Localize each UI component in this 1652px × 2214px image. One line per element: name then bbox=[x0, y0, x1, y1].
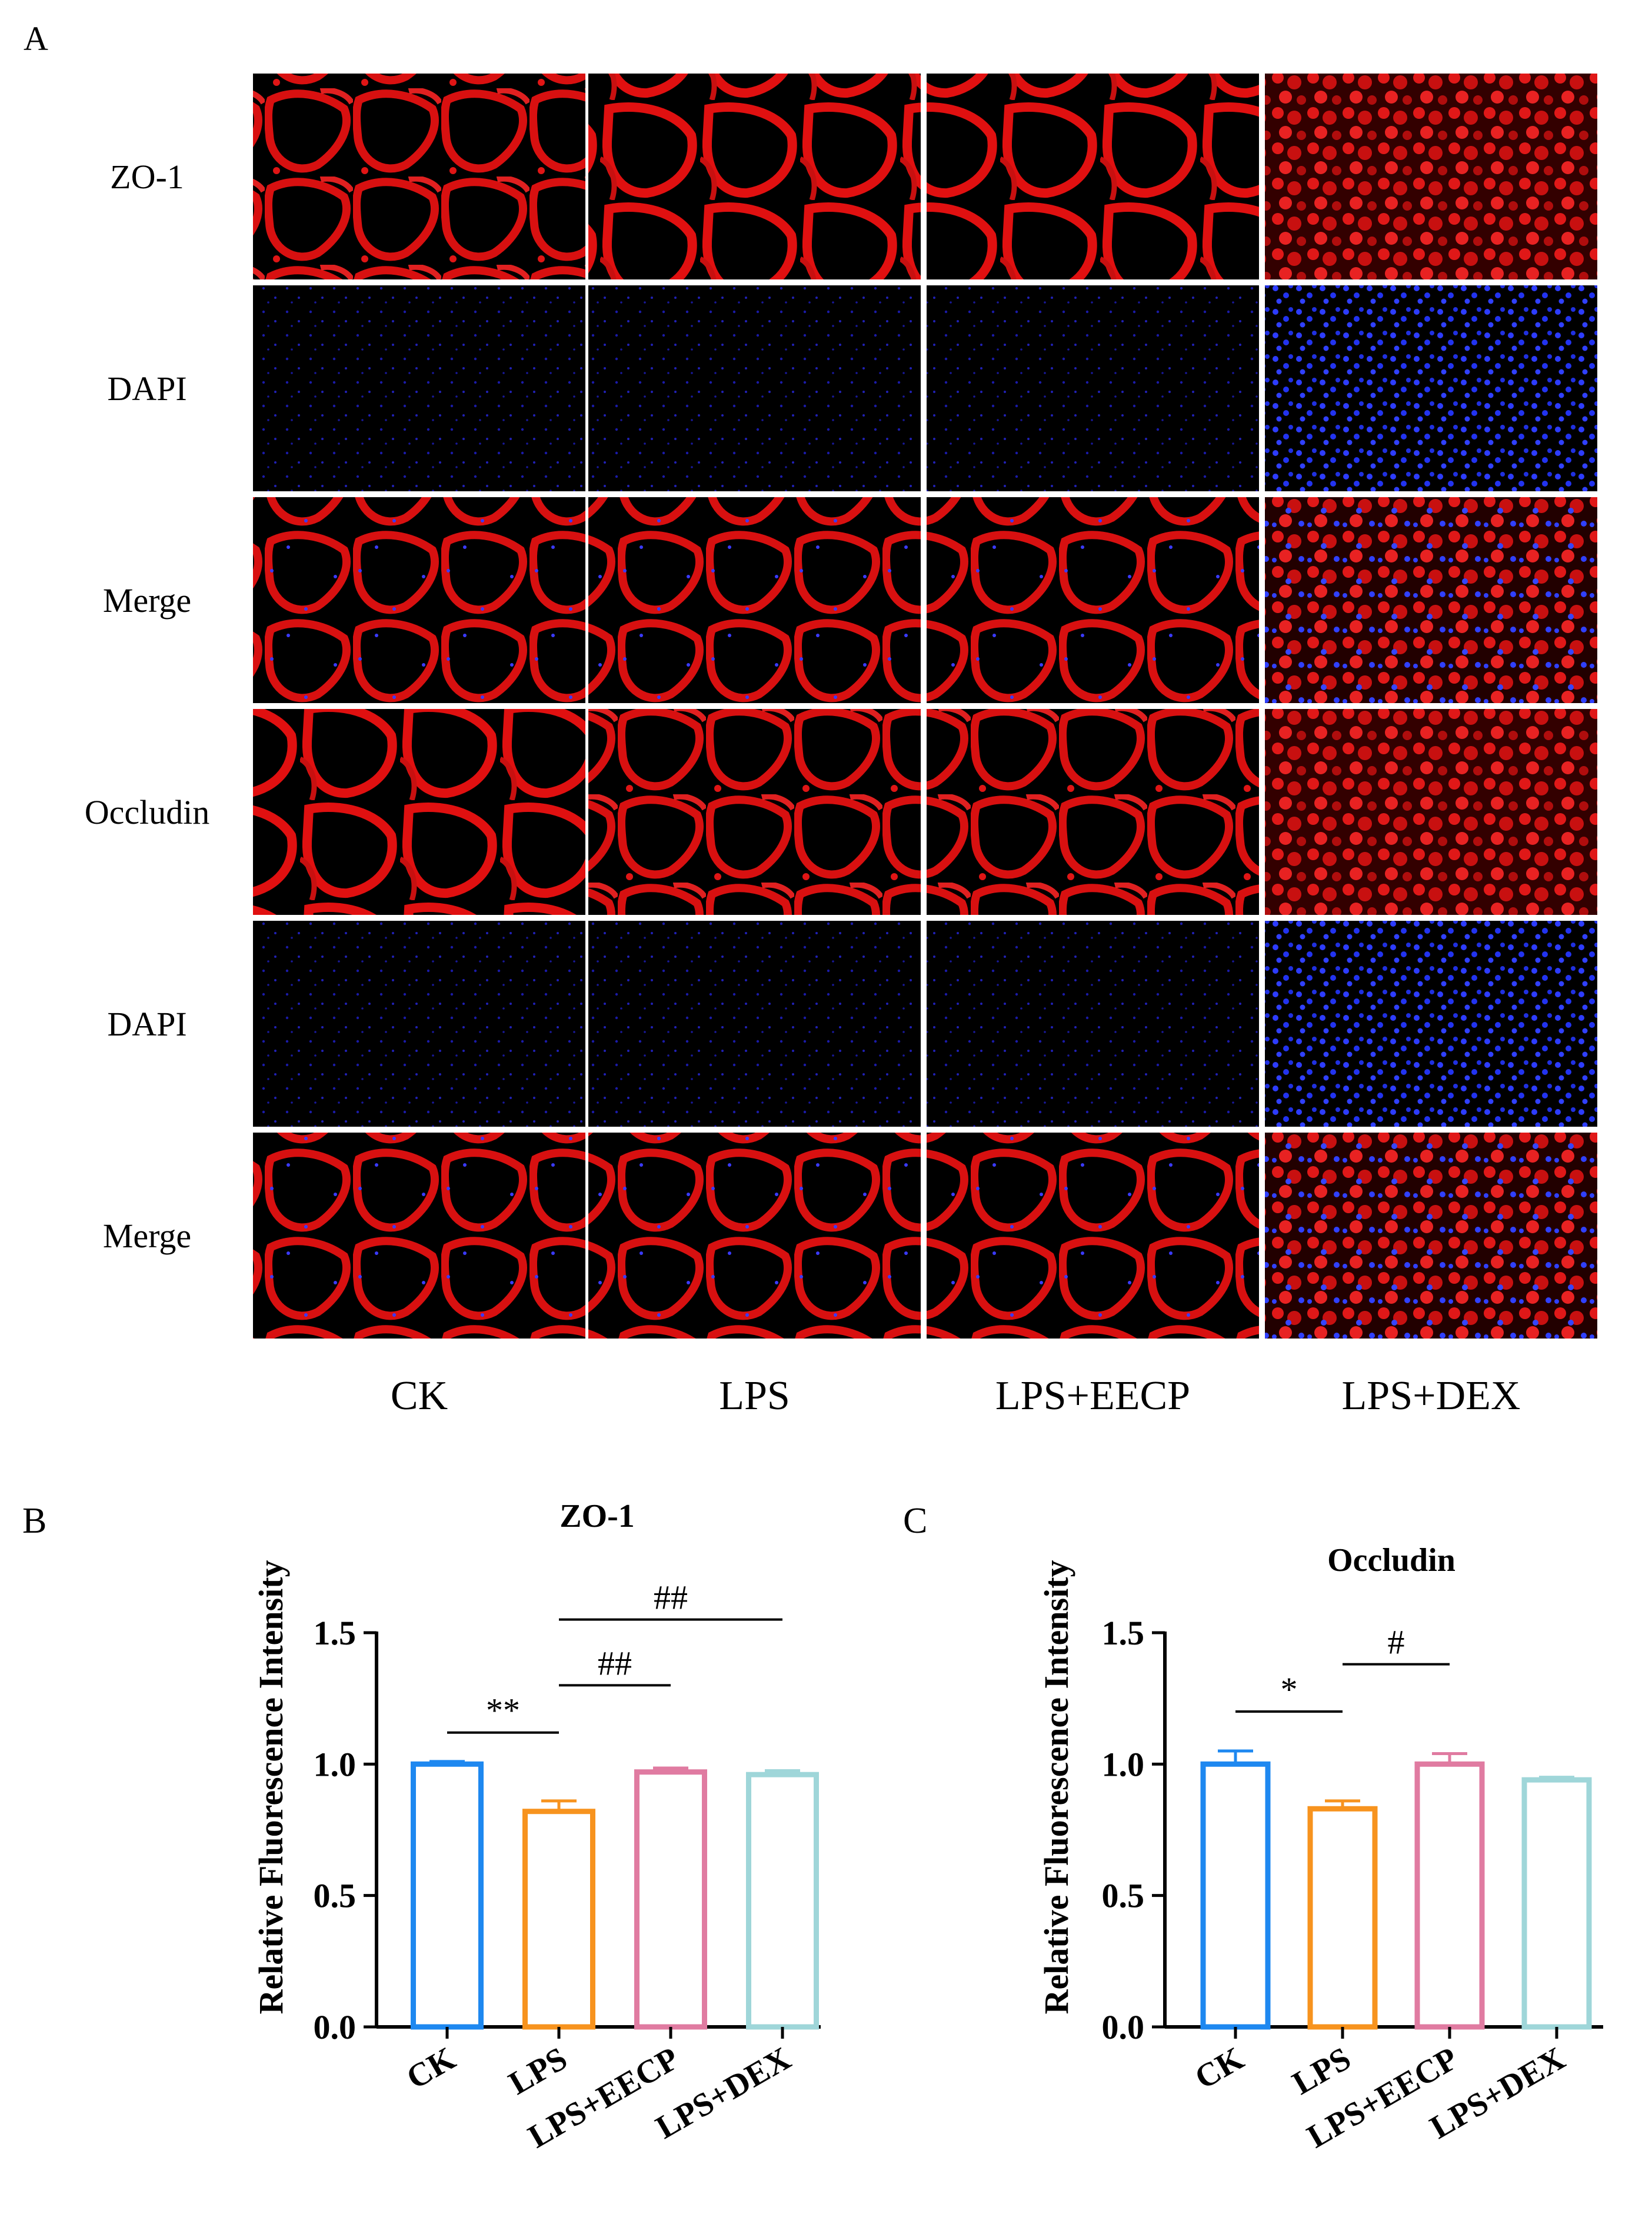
micrograph-tile bbox=[1265, 497, 1597, 703]
micrograph-tile bbox=[588, 497, 921, 703]
x-tick-label: LPS bbox=[1287, 2040, 1357, 2102]
micrograph-tile bbox=[927, 497, 1259, 703]
micrograph-tile bbox=[927, 74, 1259, 279]
x-tick-label: LPS bbox=[503, 2040, 574, 2102]
x-tick-label: CK bbox=[401, 2040, 462, 2096]
micrograph-tile bbox=[253, 497, 585, 703]
panel-label: C bbox=[903, 1501, 927, 1541]
micrograph-tile bbox=[253, 1133, 585, 1339]
bar bbox=[634, 1769, 707, 2030]
row-label: ZO-1 bbox=[110, 158, 184, 196]
micrograph-tile bbox=[253, 74, 585, 279]
bar bbox=[411, 1761, 484, 2030]
micrograph-tile bbox=[927, 1133, 1259, 1339]
y-tick-label: 0.5 bbox=[1102, 1877, 1145, 1915]
micrograph-tile bbox=[1265, 285, 1597, 491]
y-tick-label: 0.0 bbox=[314, 2008, 357, 2046]
column-label: LPS+EECP bbox=[995, 1373, 1190, 1419]
y-tick-label: 1.5 bbox=[1102, 1614, 1145, 1652]
bar bbox=[522, 1809, 595, 2030]
panel-label-a: A bbox=[24, 19, 48, 58]
y-tick-label: 0.5 bbox=[314, 1877, 357, 1915]
bar bbox=[1307, 1806, 1378, 2030]
bar bbox=[1521, 1777, 1592, 2030]
y-tick-label: 1.5 bbox=[314, 1614, 357, 1652]
y-tick-label: 0.0 bbox=[1102, 2008, 1145, 2046]
row-label: DAPI bbox=[107, 1005, 186, 1043]
significance-marker: ** bbox=[486, 1692, 520, 1730]
row-label: Merge bbox=[103, 1217, 191, 1255]
bar bbox=[1200, 1761, 1271, 2030]
row-labels: ZO-1 DAPI Merge Occludin DAPI Merge bbox=[85, 158, 210, 1255]
chart-title: ZO-1 bbox=[559, 1498, 635, 1534]
micrograph-tile bbox=[927, 285, 1259, 491]
micrograph-tile bbox=[588, 921, 921, 1127]
column-label: CK bbox=[391, 1373, 448, 1419]
significance-marker: # bbox=[1388, 1623, 1405, 1662]
y-tick-label: 1.0 bbox=[314, 1745, 357, 1783]
micrograph-tile bbox=[253, 285, 585, 491]
significance-marker: * bbox=[1281, 1670, 1298, 1709]
micrograph-tile bbox=[253, 709, 585, 915]
micrograph-tile bbox=[927, 921, 1259, 1127]
panel-label: B bbox=[22, 1501, 46, 1541]
significance-marker: ## bbox=[598, 1644, 632, 1682]
y-axis-label: Relative Fluorescence Intensity bbox=[252, 1560, 290, 2014]
micrograph-tile bbox=[253, 921, 585, 1127]
column-label: LPS+DEX bbox=[1342, 1373, 1521, 1419]
micrograph-tile bbox=[1265, 709, 1597, 915]
row-label: Merge bbox=[103, 581, 191, 620]
micrograph-tile bbox=[1265, 921, 1597, 1127]
column-labels: CK LPS LPS+EECP LPS+DEX bbox=[391, 1373, 1521, 1419]
bar bbox=[746, 1772, 819, 2030]
micrograph-tile bbox=[588, 1133, 921, 1339]
micrograph-tile bbox=[588, 74, 921, 279]
chart-zo1: B ZO-1 Relative Fluorescence Intensity 0.0 0… bbox=[22, 1498, 821, 2155]
micrograph-tile bbox=[588, 709, 921, 915]
micrograph-grid bbox=[253, 74, 1597, 1339]
y-axis-label: Relative Fluorescence Intensity bbox=[1037, 1560, 1075, 2014]
y-tick-label: 1.0 bbox=[1102, 1745, 1145, 1783]
chart-occludin: C Occludin Relative Fluorescence Intensity… bbox=[903, 1501, 1603, 2155]
row-label: Occludin bbox=[85, 793, 210, 831]
significance-marker: ## bbox=[654, 1579, 688, 1617]
column-label: LPS bbox=[719, 1373, 790, 1419]
x-tick-label: CK bbox=[1189, 2040, 1250, 2096]
micrograph-tile bbox=[588, 285, 921, 491]
micrograph-tile bbox=[1265, 74, 1597, 279]
micrograph-tile bbox=[1265, 1133, 1597, 1339]
bar bbox=[1414, 1761, 1485, 2030]
chart-title: Occludin bbox=[1327, 1542, 1456, 1579]
row-label: DAPI bbox=[107, 369, 186, 408]
micrograph-tile bbox=[927, 709, 1259, 915]
